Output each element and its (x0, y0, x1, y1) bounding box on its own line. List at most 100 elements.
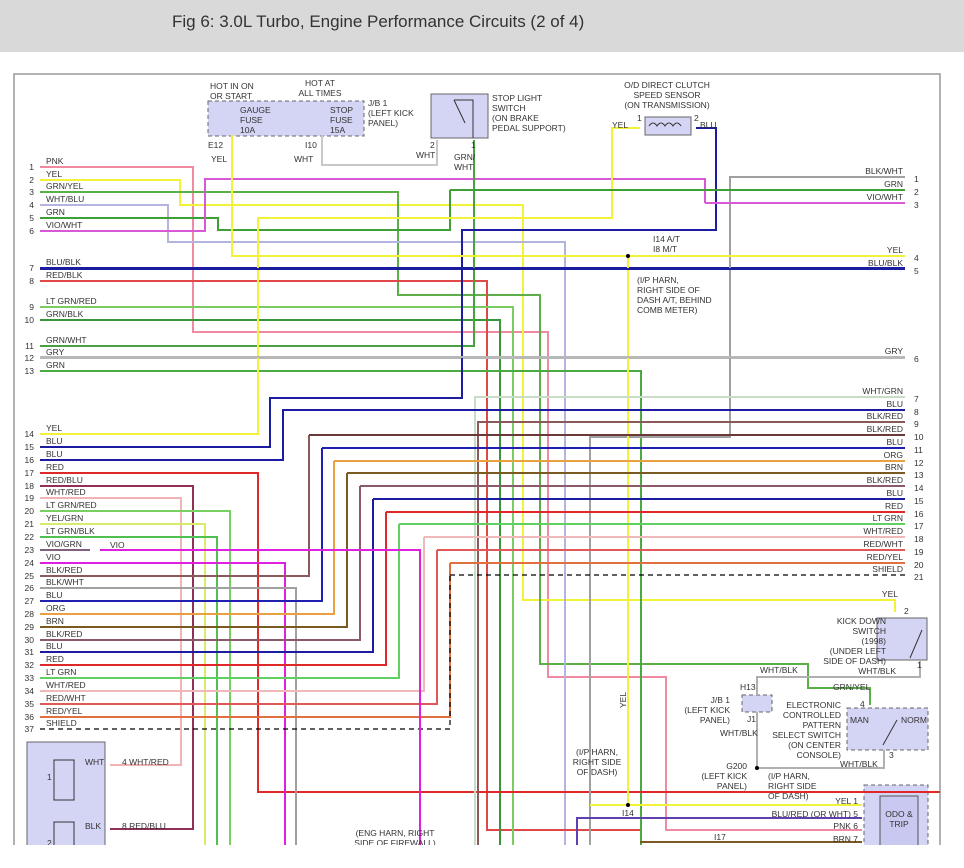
label-ss-pin2: 2 (430, 140, 435, 150)
right-pin-label: WHT/RED (863, 526, 903, 536)
label-ss-pin2-wire: WHT (416, 150, 435, 160)
label-e12: E12 (208, 140, 223, 150)
label-jb1-top: J/B 1 (368, 98, 388, 108)
figure-header: Fig 6: 3.0L Turbo, Engine Performance Ci… (0, 0, 964, 52)
left-pin-label: YEL/GRN (46, 513, 83, 523)
right-pin-number: 17 (914, 521, 924, 531)
left-pin-label: RED/BLU (46, 475, 83, 485)
right-pin-number: 4 (914, 253, 919, 263)
left-pin-label: GRN/WHT (46, 335, 87, 345)
label-i17: I17 (714, 832, 726, 842)
wire-left-2 (40, 179, 896, 612)
wire-left-28 (40, 461, 335, 615)
left-pin-label: YEL (46, 169, 62, 179)
label-i14-top: I8 M/T (653, 244, 677, 254)
label-jb1-bottom: J/B 1 (711, 695, 731, 705)
label-od-sensor: SPEED SENSOR (633, 90, 700, 100)
left-pin-label: BLU (46, 590, 63, 600)
left-pin-number: 36 (25, 712, 35, 722)
right-pin-number: 7 (914, 394, 919, 404)
left-pin-number: 1 (29, 162, 34, 172)
label-jb1-top: (LEFT KICK (368, 108, 414, 118)
label-jb1-bottom: PANEL) (700, 715, 730, 725)
label-h13-whtblk: WHT/BLK (760, 665, 798, 675)
left-pin-label: LT GRN/RED (46, 296, 97, 306)
left-pin-number: 13 (25, 366, 35, 376)
label-h13: H13 (740, 682, 756, 692)
label-sel-pin4: 4 (860, 699, 865, 709)
label-i10-wire: WHT (294, 154, 313, 164)
wire-right-9 (477, 421, 905, 845)
diagram-frame (13, 73, 941, 845)
right-pin-number: 11 (914, 445, 923, 455)
label-coil1: 1 (47, 772, 52, 782)
right-pin-number: 20 (914, 560, 924, 570)
label-i10: I10 (305, 140, 317, 150)
wires-group (40, 127, 940, 845)
right-pin-label: BLK/RED (867, 411, 903, 421)
ignition-coil-icon (53, 821, 75, 845)
label-j1-whtblk: WHT/BLK (720, 728, 758, 738)
left-pin-label: SHIELD (46, 718, 77, 728)
jb1-connector (741, 694, 773, 713)
label-g200: PANEL) (717, 781, 747, 791)
left-pin-label: GRN (46, 207, 65, 217)
left-pin-number: 32 (25, 660, 35, 670)
label-sel-whtblk: WHT/BLK (840, 759, 878, 769)
label-kick-down: (UNDER LEFT (830, 646, 886, 656)
label-hot-on: OR START (210, 91, 252, 101)
right-pin-label: SHIELD (872, 564, 903, 574)
right-pin-number: 9 (914, 419, 919, 429)
wire-left-18 (40, 485, 194, 830)
left-pin-number: 34 (25, 686, 35, 696)
right-pin-number: 15 (914, 496, 924, 506)
right-pin-label: VIO/WHT (867, 192, 903, 202)
label-ip-harn-right: OF DASH) (768, 791, 809, 801)
label-ip-harn-right: RIGHT SIDE (768, 781, 817, 791)
label-man: MAN (850, 715, 869, 725)
wire-left-9 (40, 306, 514, 845)
label-odo: TRIP (889, 819, 909, 829)
label-od-sensor: O/D DIRECT CLUTCH (624, 80, 710, 90)
label-stop-fuse: FUSE (330, 115, 353, 125)
label-kd-whtblk: WHT/BLK (858, 666, 896, 676)
right-pin-label: BLU (886, 437, 903, 447)
left-pin-label: BLU (46, 449, 63, 459)
wire-left-8 (40, 280, 640, 831)
wire-left-13 (40, 370, 642, 845)
label-od-blu: BLU (700, 120, 717, 130)
wire-left-4 (40, 204, 566, 845)
wire-left-5 (40, 190, 451, 231)
label-od-pin2: 2 (694, 113, 699, 123)
pattern-select-switch (846, 707, 929, 751)
left-pin-label: BLK/WHT (46, 577, 84, 587)
left-pin-label: WHT/RED (46, 680, 86, 690)
left-pin-label: VIO/WHT (46, 220, 82, 230)
right-pin-label: GRY (885, 346, 904, 356)
label-ss-pin1-wire: GRN/ (454, 152, 476, 162)
left-pin-label: BLK/RED (46, 629, 82, 639)
wire-left-20 (40, 510, 231, 845)
label-kick-down: (1998) (861, 636, 886, 646)
label-coil1-wht: WHT (85, 757, 104, 767)
wire-left-32 (40, 512, 387, 666)
left-pin-label: BLK/RED (46, 565, 82, 575)
label-i14-top-note: COMB METER) (637, 305, 698, 315)
label-stop-fuse: 15A (330, 125, 345, 135)
right-pin-label: BLK/RED (867, 424, 903, 434)
wire-left-29 (40, 473, 348, 628)
wire-left-15 (40, 127, 717, 448)
label-od-pin1: 1 (637, 113, 642, 123)
left-pin-number: 25 (25, 571, 35, 581)
label-select-switch: CONSOLE) (797, 750, 842, 760)
left-pin-number: 22 (25, 532, 35, 542)
label-hot-at: ALL TIMES (299, 88, 342, 98)
label-gauge-fuse: GAUGE (240, 105, 271, 115)
switch-contact-icon (453, 99, 474, 138)
right-pin-label: BLK/WHT (865, 166, 903, 176)
label-kd-yel: YEL (882, 589, 898, 599)
right-pin-label: LT GRN (873, 513, 903, 523)
left-pin-number: 24 (25, 558, 35, 568)
